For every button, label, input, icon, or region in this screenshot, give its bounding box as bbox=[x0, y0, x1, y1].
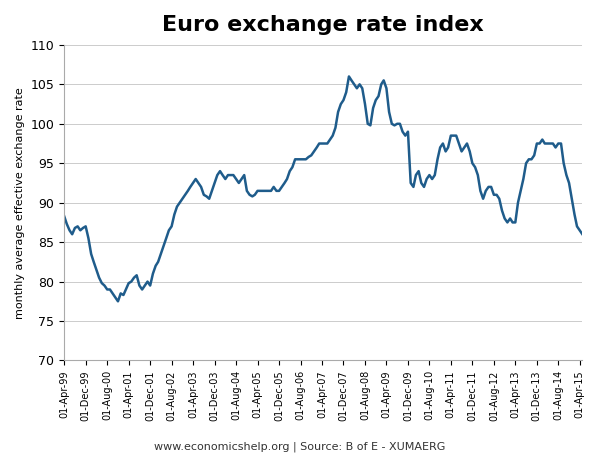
Y-axis label: monthly average effective exchange rate: monthly average effective exchange rate bbox=[15, 87, 25, 319]
Title: Euro exchange rate index: Euro exchange rate index bbox=[163, 15, 484, 35]
Text: www.economicshelp.org | Source: B of E - XUMAERG: www.economicshelp.org | Source: B of E -… bbox=[154, 441, 446, 452]
